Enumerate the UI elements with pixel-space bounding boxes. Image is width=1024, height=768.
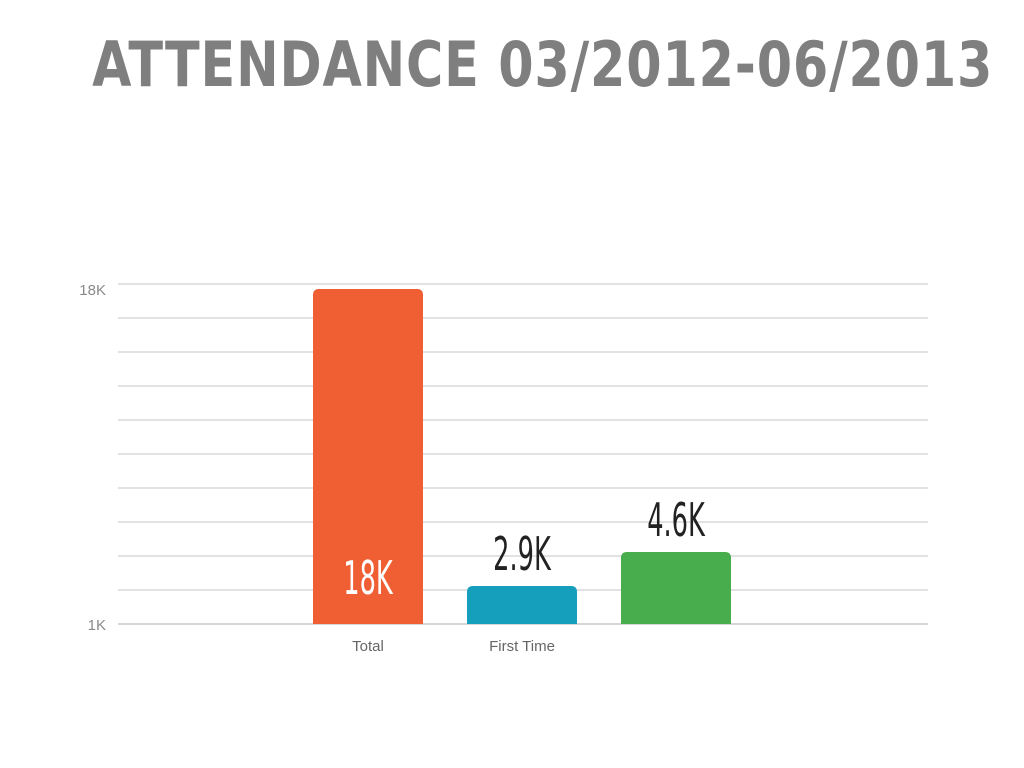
data-label: 4.6K — [647, 494, 706, 548]
x-tick-label: First Time — [489, 638, 555, 655]
x-tick-label: Total — [352, 638, 384, 655]
bar — [313, 289, 423, 624]
bar — [621, 552, 731, 624]
data-label: 18K — [343, 552, 394, 606]
bar — [467, 586, 577, 624]
y-tick-label: 1K — [88, 617, 106, 634]
data-label: 2.9K — [493, 528, 552, 582]
y-tick-label: 18K — [79, 282, 106, 299]
chart-title: ATTENDANCE 03/2012-06/2013 — [92, 28, 994, 101]
